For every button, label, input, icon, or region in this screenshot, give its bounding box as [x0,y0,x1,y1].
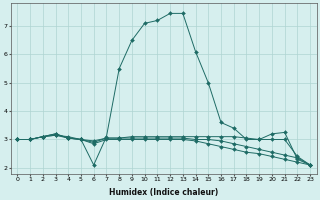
X-axis label: Humidex (Indice chaleur): Humidex (Indice chaleur) [109,188,218,197]
